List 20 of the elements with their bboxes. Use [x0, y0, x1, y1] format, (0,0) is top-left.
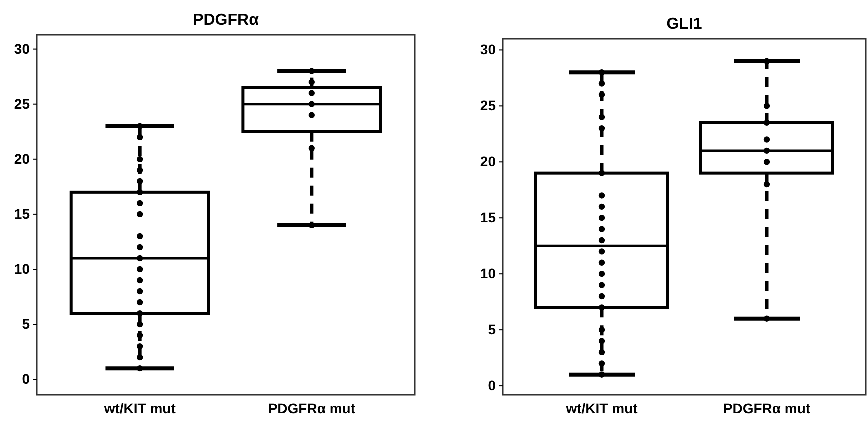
y-tick-label: 30 — [14, 40, 30, 57]
chart-title: GLI1 — [666, 16, 702, 33]
y-tick-label: 30 — [480, 42, 496, 58]
x-tick-label: wt/KIT mut — [565, 400, 638, 416]
y-tick-label: 10 — [14, 260, 30, 277]
y-tick-label: 5 — [22, 316, 30, 332]
x-tick-label: PDGFRα mut — [268, 400, 356, 416]
y-tick-label: 25 — [14, 96, 30, 112]
chart-title: PDGFRα — [193, 12, 260, 29]
y-tick-label: 15 — [14, 206, 30, 222]
y-tick-label: 15 — [480, 210, 496, 226]
y-tick-label: 20 — [14, 150, 30, 167]
y-tick-label: 5 — [488, 322, 496, 338]
x-tick-label: wt/KIT mut — [103, 400, 176, 416]
x-tick-label: PDGFRα mut — [723, 400, 811, 416]
y-tick-label: 10 — [480, 266, 496, 282]
y-tick-label: 20 — [480, 154, 496, 170]
y-tick-label: 0 — [488, 378, 496, 394]
y-tick-label: 0 — [22, 371, 30, 388]
y-tick-label: 25 — [480, 98, 496, 114]
